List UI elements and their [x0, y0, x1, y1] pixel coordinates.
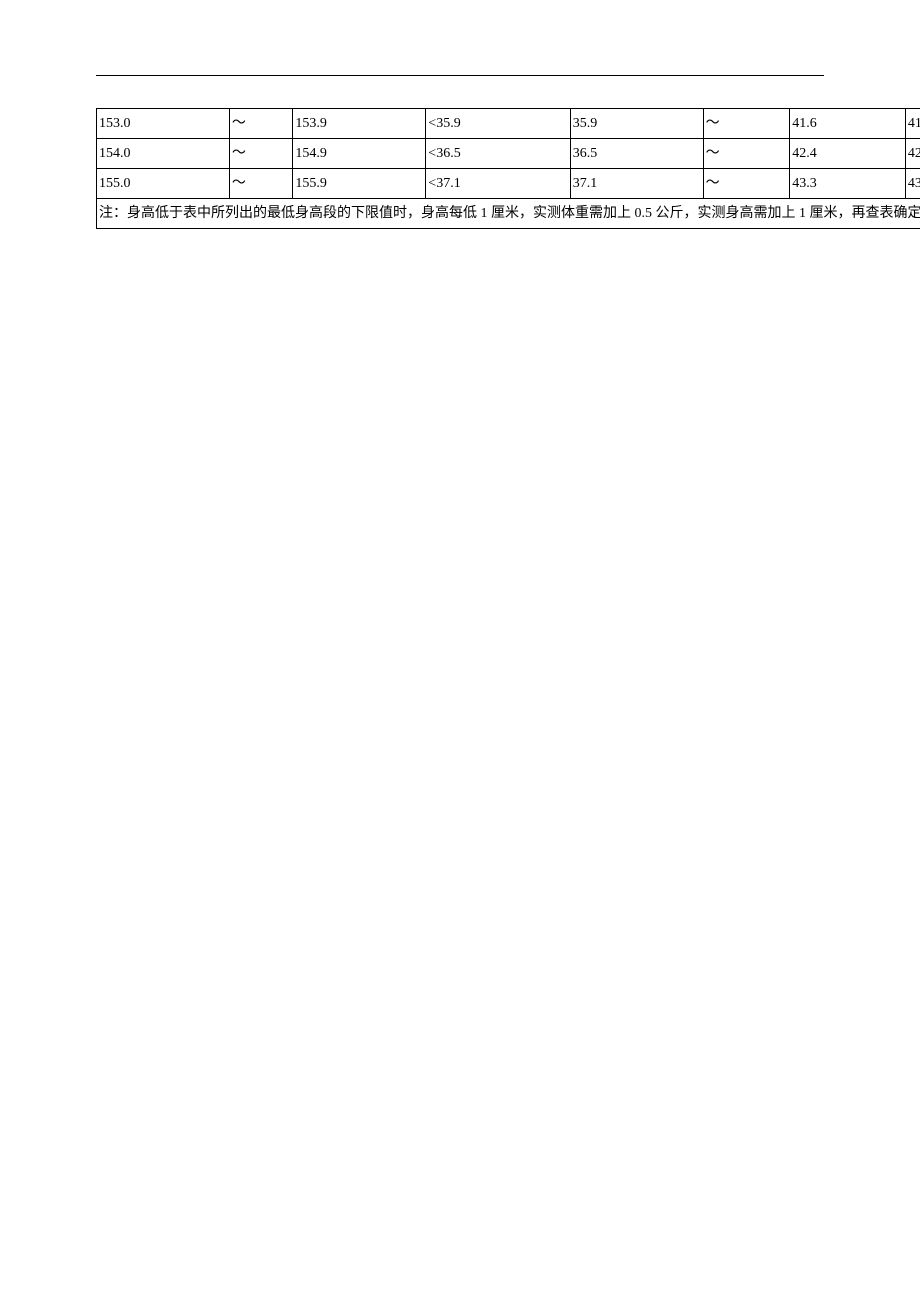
cell: ～ — [703, 169, 790, 199]
page-container: 153.0 ～ 153.9 <35.9 35.9 ～ 41.6 41.7 ～ 4… — [0, 0, 920, 229]
cell: 155.9 — [293, 169, 426, 199]
cell: ～ — [229, 139, 293, 169]
cell: 153.0 — [97, 109, 230, 139]
table-note: 注：身高低于表中所列出的最低身高段的下限值时，身高每低 1 厘米，实测体重需加上… — [97, 199, 920, 229]
cell: 154.0 — [97, 139, 230, 169]
table-row: 155.0 ～ 155.9 <37.1 37.1 ～ 43.3 43.4 ～ 5… — [97, 169, 920, 199]
cell: 42.5 — [905, 139, 920, 169]
cell: <37.1 — [426, 169, 570, 199]
cell: ～ — [703, 139, 790, 169]
cell: 37.1 — [570, 169, 703, 199]
cell: 36.5 — [570, 139, 703, 169]
cell: ～ — [703, 109, 790, 139]
height-weight-table: 153.0 ～ 153.9 <35.9 35.9 ～ 41.6 41.7 ～ 4… — [96, 108, 920, 229]
cell: <36.5 — [426, 139, 570, 169]
cell: 154.9 — [293, 139, 426, 169]
table-row: 153.0 ～ 153.9 <35.9 35.9 ～ 41.6 41.7 ～ 4… — [97, 109, 920, 139]
cell: 35.9 — [570, 109, 703, 139]
cell: 42.4 — [790, 139, 906, 169]
cell: <35.9 — [426, 109, 570, 139]
cell: 153.9 — [293, 109, 426, 139]
cell: 41.6 — [790, 109, 906, 139]
cell: 43.3 — [790, 169, 906, 199]
header-divider — [96, 75, 824, 76]
cell: 41.7 — [905, 109, 920, 139]
table-note-row: 注：身高低于表中所列出的最低身高段的下限值时，身高每低 1 厘米，实测体重需加上… — [97, 199, 920, 229]
cell: ～ — [229, 109, 293, 139]
cell: 155.0 — [97, 169, 230, 199]
cell: ～ — [229, 169, 293, 199]
cell: 43.4 — [905, 169, 920, 199]
table-row: 154.0 ～ 154.9 <36.5 36.5 ～ 42.4 42.5 ～ 4… — [97, 139, 920, 169]
